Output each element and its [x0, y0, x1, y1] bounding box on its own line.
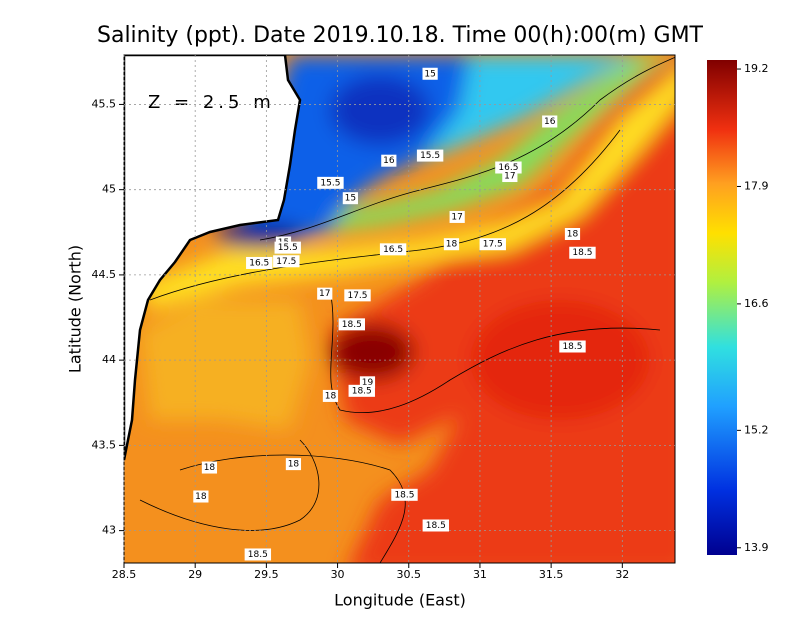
contour-label: 18.5	[426, 521, 446, 531]
colorbar-tick-label: 16.6	[744, 297, 769, 310]
x-tick-label: 30.5	[397, 568, 422, 581]
y-tick-label: 43.5	[92, 438, 117, 451]
contour-label: 18	[204, 463, 216, 473]
colorbar	[707, 60, 737, 555]
contour-label: 16.5	[249, 258, 269, 268]
contour-label-box	[569, 246, 596, 259]
contour-label-box	[193, 490, 209, 503]
contour-label: 18.5	[562, 342, 582, 352]
contour-label-box	[344, 289, 371, 302]
y-tick-label: 44	[102, 353, 116, 366]
contour-label-box	[244, 548, 272, 561]
contour-label-box	[564, 227, 581, 240]
y-tick-label: 45	[102, 183, 116, 196]
contour-label-box	[422, 67, 438, 80]
x-tick-label: 29.5	[254, 568, 279, 581]
colorbar-tick-label: 17.9	[744, 179, 769, 192]
contour-label-box	[348, 384, 375, 397]
contour-label: 18.5	[342, 320, 362, 330]
contour-label-box	[559, 340, 586, 353]
contour-label: 18.5	[572, 248, 592, 258]
contour-label-box	[416, 149, 444, 162]
x-axis-label: Longitude (East)	[334, 591, 466, 610]
contour-label: 17.5	[276, 257, 296, 267]
contour-label-box	[479, 238, 506, 251]
contour-label: 16	[383, 156, 395, 166]
contour-label: 15	[345, 194, 356, 204]
contour-label: 17	[319, 289, 330, 299]
contour-label-box	[443, 238, 460, 251]
contour-label: 18.5	[352, 386, 372, 396]
contour-label-box	[379, 243, 407, 256]
colorbar-tick-label: 19.2	[744, 62, 769, 75]
x-tick-label: 30	[331, 568, 345, 581]
contour-label-box	[542, 115, 558, 128]
x-tick-label: 28.5	[112, 568, 137, 581]
colorbar-tick-label: 15.2	[744, 423, 769, 436]
contour-label: 15.5	[278, 243, 298, 253]
contour-label-box	[201, 461, 218, 474]
contour-label: 15	[424, 69, 435, 79]
contour-label: 17	[504, 172, 515, 182]
contour-label-box	[285, 458, 302, 471]
contour-label: 16	[544, 117, 556, 127]
chart-title: Salinity (ppt). Date 2019.10.18. Time 00…	[97, 23, 704, 48]
y-tick-label: 43	[102, 524, 116, 537]
contour-label: 18	[288, 460, 300, 470]
y-tick-label: 44.5	[92, 268, 117, 281]
contour-label-box	[391, 488, 418, 501]
x-tick-label: 31.5	[539, 568, 564, 581]
contour-label: 18.5	[394, 490, 414, 500]
x-tick-label: 32	[615, 568, 629, 581]
contour-label: 18	[325, 391, 337, 401]
plot-frame	[123, 54, 676, 564]
contour-label-box	[273, 255, 300, 268]
contour-label: 18	[195, 492, 207, 502]
contour-label-box	[502, 170, 518, 183]
contour-label: 19	[362, 378, 374, 388]
x-tick-label: 31	[473, 568, 487, 581]
contour-label-box	[449, 210, 465, 223]
contour-label: 17.5	[347, 291, 367, 301]
contour-label: 18	[446, 240, 458, 250]
contour-label: 16.5	[498, 163, 518, 173]
contour-label: 15.5	[420, 151, 440, 161]
colorbar-tick-label: 13.9	[744, 541, 769, 554]
contour-label-box	[381, 154, 397, 167]
contour-label: 16.5	[383, 245, 403, 255]
depth-annotation: Z = 2.5 m	[148, 92, 275, 113]
contour-label: 18.5	[248, 550, 268, 560]
contour-label: 15.5	[320, 178, 340, 188]
contour-label: 17.5	[483, 240, 503, 250]
contour-label-box	[246, 256, 273, 269]
y-axis-label: Latitude (North)	[66, 245, 85, 373]
contour-label-box	[317, 287, 333, 300]
y-tick-label: 45.5	[92, 97, 117, 110]
x-tick-label: 29	[188, 568, 202, 581]
contour-label-box	[338, 318, 366, 331]
salinity-field	[124, 55, 675, 563]
contour-label-box	[422, 519, 450, 532]
contour-label-box	[317, 176, 344, 189]
contour-label-box	[322, 389, 339, 402]
contour-label: 18	[567, 229, 579, 239]
contour-label: 17	[451, 212, 462, 222]
contour-label-box	[274, 241, 301, 254]
contour-label-box	[342, 192, 358, 205]
